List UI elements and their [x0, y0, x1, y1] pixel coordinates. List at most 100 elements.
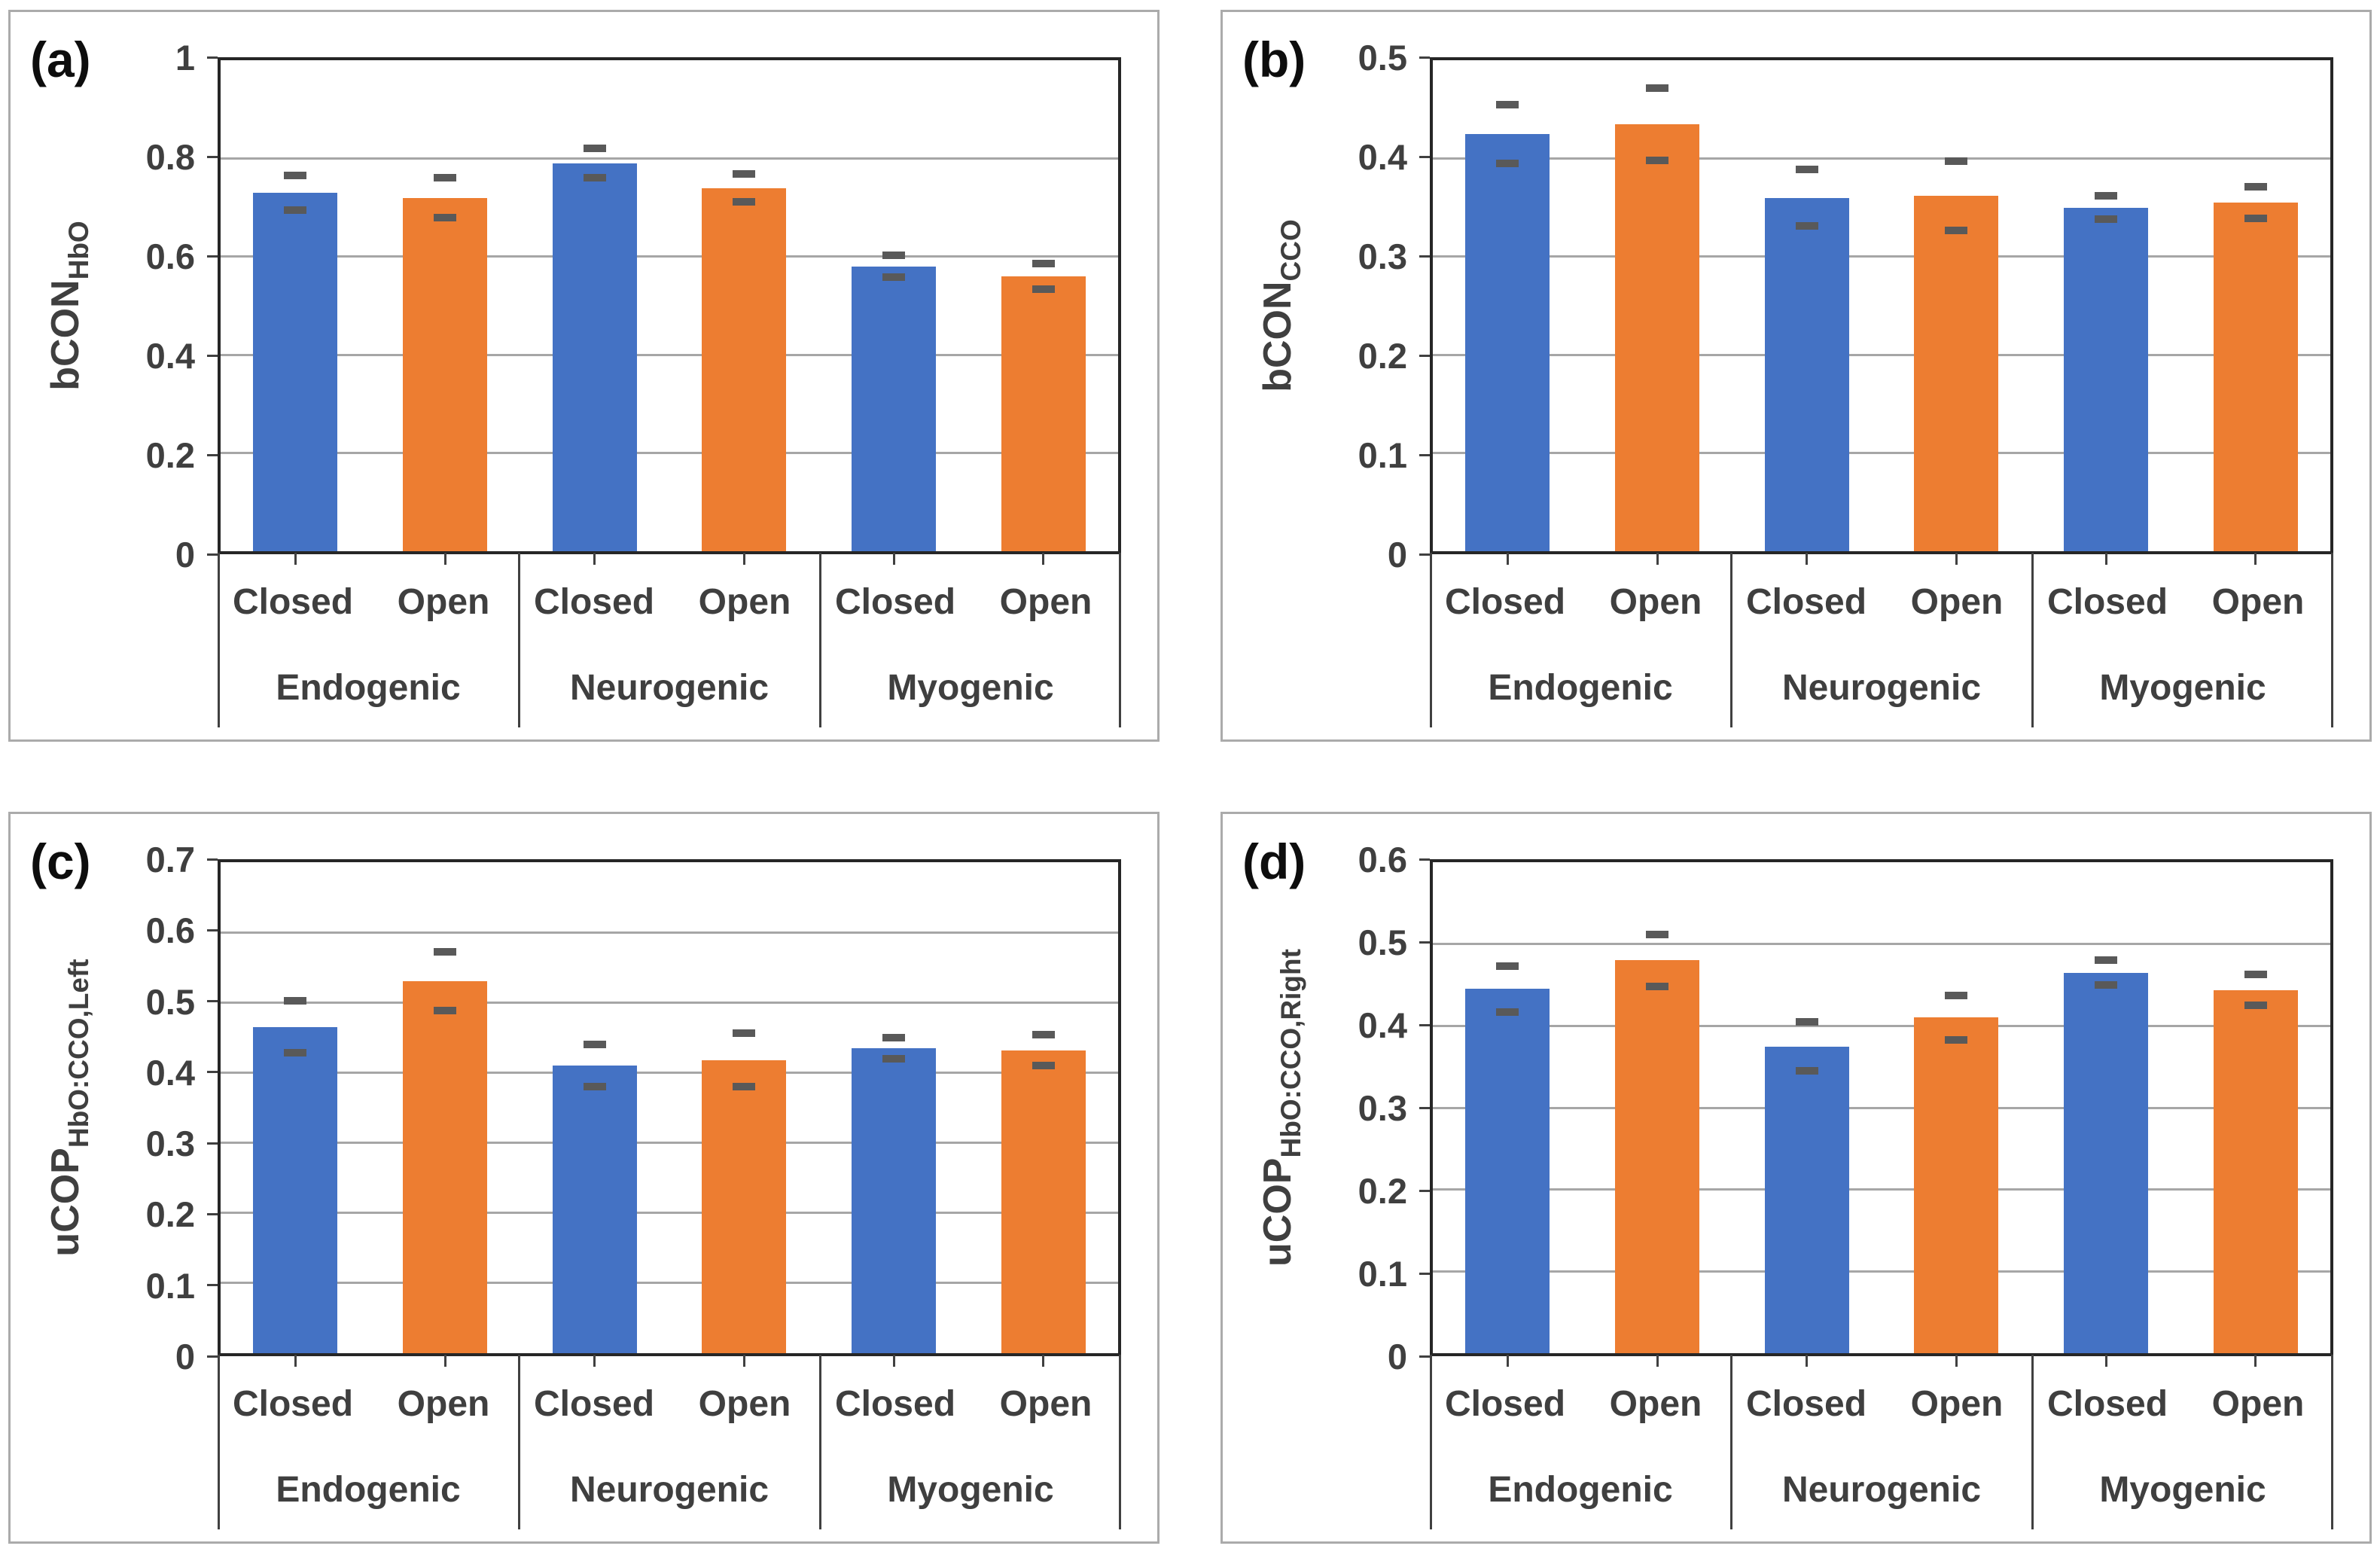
x-tick-mark	[294, 553, 297, 565]
error-bar-cap-bottom	[2244, 1002, 2267, 1010]
y-tick-mark	[207, 553, 218, 556]
category-divider	[1119, 553, 1121, 727]
gridline	[221, 1071, 1118, 1074]
x-tick-mark	[2104, 553, 2107, 565]
gridline	[1433, 1024, 2330, 1027]
y-tick-mark	[1419, 56, 1430, 59]
x-sub-label-open: Open	[1910, 582, 2004, 622]
gridline	[1433, 353, 2330, 356]
x-tick-mark	[1656, 1355, 1659, 1367]
x-group-label-myogenic: Myogenic	[887, 668, 1054, 708]
x-tick-mark	[1506, 553, 1509, 565]
error-bar-cap-top	[2244, 183, 2267, 191]
error-bar-cap-top	[882, 1033, 905, 1041]
y-tick-label: 0	[175, 535, 195, 575]
y-tick-mark	[207, 56, 218, 59]
error-bar-cap-bottom	[1945, 226, 1968, 234]
x-tick-mark	[443, 1355, 446, 1367]
error-bar-cap-top	[1945, 157, 1968, 166]
gridline	[1433, 1188, 2330, 1191]
x-sub-label-open: Open	[999, 1384, 1092, 1424]
error-bar-cap-top	[434, 948, 456, 956]
chart-panel-b: (b) bCONCCO 0.5 0.4 0.3 0.2 0.1 0 Closed Open Endo…	[1220, 10, 2372, 742]
y-tick-label: 0.5	[1358, 922, 1407, 962]
x-tick-mark	[1042, 553, 1045, 565]
x-tick-mark	[2104, 1355, 2107, 1367]
y-tick-label: 0.8	[145, 137, 195, 177]
bar-open-neurogenic	[702, 1060, 787, 1353]
y-axis-title-main: bCON	[1256, 281, 1300, 392]
y-tick-mark	[207, 928, 218, 931]
x-sub-label-open: Open	[2211, 1384, 2305, 1424]
gridline	[1433, 255, 2330, 258]
x-tick-mark	[1506, 1355, 1509, 1367]
category-divider	[1729, 553, 1732, 727]
bar-open-neurogenic	[702, 188, 787, 551]
error-bar-cap-bottom	[1032, 285, 1055, 293]
bar-closed-neurogenic	[1764, 197, 1849, 551]
y-tick-mark	[1419, 1272, 1430, 1275]
x-group-label-endogenic: Endogenic	[276, 1470, 461, 1510]
y-tick-mark	[1419, 553, 1430, 556]
y-tick-label: 0.4	[1358, 1005, 1407, 1045]
error-bar-cap-bottom	[1795, 1067, 1818, 1075]
y-tick-mark	[207, 354, 218, 357]
panel-letter: (d)	[1242, 834, 1306, 889]
bar-open-neurogenic	[1914, 1017, 1999, 1353]
x-sub-label-open: Open	[698, 582, 791, 622]
error-bar-cap-top	[1945, 992, 1968, 1000]
x-group-label-endogenic: Endogenic	[1488, 668, 1673, 708]
panel-letter: (c)	[30, 834, 91, 889]
gridline	[221, 452, 1118, 455]
y-tick-label: 1	[175, 38, 195, 78]
error-bar-cap-bottom	[284, 206, 307, 214]
error-bar-cap-top	[1795, 165, 1818, 173]
x-group-label-myogenic: Myogenic	[2099, 1470, 2266, 1510]
category-divider	[818, 1355, 821, 1529]
error-bar-cap-top	[882, 252, 905, 260]
gridline	[1433, 157, 2330, 160]
error-bar-cap-bottom	[1646, 157, 1668, 164]
error-bar-cap-bottom	[733, 1083, 756, 1091]
y-tick-mark	[1419, 1023, 1430, 1026]
category-divider	[2031, 1355, 2034, 1529]
category-divider	[2331, 553, 2333, 727]
x-group-label-neurogenic: Neurogenic	[569, 1470, 769, 1510]
x-group-label-myogenic: Myogenic	[2099, 668, 2266, 708]
y-tick-label: 0.2	[145, 435, 195, 475]
category-divider	[1430, 1355, 1432, 1529]
x-group-label-endogenic: Endogenic	[276, 668, 461, 708]
y-tick-label: 0.6	[145, 236, 195, 276]
bar-closed-neurogenic	[1764, 1046, 1849, 1353]
error-bar-cap-bottom	[1496, 1008, 1519, 1016]
bar-closed-myogenic	[852, 1047, 936, 1353]
y-tick-label: 0	[1387, 535, 1407, 575]
bar-open-myogenic	[2213, 203, 2298, 551]
x-sub-label-closed: Closed	[533, 1384, 655, 1424]
error-bar-cap-bottom	[1032, 1062, 1055, 1070]
error-bar-cap-bottom	[583, 1083, 606, 1091]
bar-open-myogenic	[1001, 276, 1086, 551]
error-bar-cap-top	[1646, 930, 1668, 938]
category-divider	[218, 1355, 220, 1529]
y-tick-label: 0.3	[1358, 236, 1407, 276]
x-tick-mark	[1955, 553, 1958, 565]
x-tick-mark	[742, 553, 745, 565]
x-sub-label-open: Open	[2211, 582, 2305, 622]
y-tick-mark	[1419, 155, 1430, 158]
error-bar-cap-top	[284, 997, 307, 1005]
bar-open-endogenic	[1615, 123, 1699, 551]
gridline	[221, 255, 1118, 258]
bar-open-myogenic	[1001, 1050, 1086, 1353]
y-tick-mark	[207, 1284, 218, 1287]
category-divider	[1729, 1355, 1732, 1529]
panel-letter: (b)	[1242, 32, 1306, 87]
x-tick-mark	[593, 1355, 596, 1367]
error-bar-cap-bottom	[882, 273, 905, 282]
chart-panel-c: (c) uCOPHbO:CCO,Left 0.7 0.6 0.5 0.4 0.3 0.2 0.1…	[8, 812, 1160, 1544]
y-tick-mark	[207, 1071, 218, 1074]
error-bar-cap-top	[583, 145, 606, 153]
bar-open-endogenic	[1615, 960, 1699, 1353]
y-tick-label: 0.4	[145, 336, 195, 376]
